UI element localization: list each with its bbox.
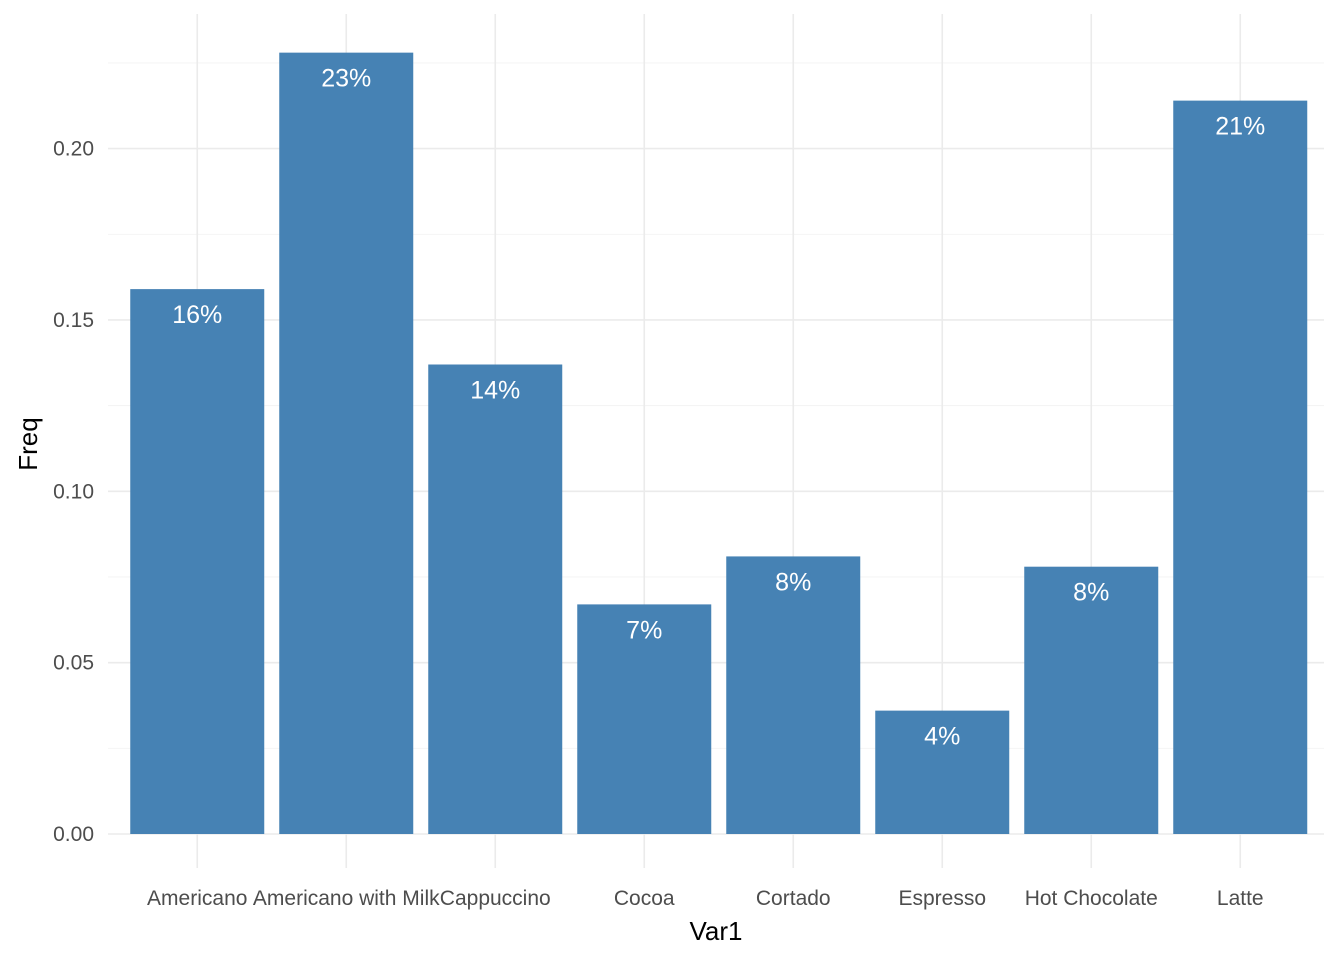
bar-americano	[130, 289, 265, 834]
y-tick-label: 0.20	[53, 138, 94, 161]
x-tick-label: Hot Chocolate	[1025, 887, 1158, 910]
bar-value-label: 14%	[470, 377, 520, 405]
bar-value-label: 4%	[924, 723, 960, 751]
x-tick-labels: Americano Americano with Milk Cappuccino Co…	[147, 887, 1264, 910]
x-tick-label: Cocoa	[614, 887, 675, 910]
y-tick-label: 0.00	[53, 823, 94, 846]
x-tick-label: Cortado	[756, 887, 831, 910]
bar-espresso	[875, 710, 1010, 834]
bar-value-label: 8%	[1073, 579, 1109, 607]
y-axis-title: Freq	[13, 417, 43, 470]
bar-value-label: 16%	[172, 301, 222, 329]
bar-cocoa	[577, 604, 712, 834]
x-tick-label: Espresso	[898, 887, 986, 910]
y-tick-label: 0.10	[53, 480, 94, 503]
bars	[130, 52, 1308, 835]
bar-americano-with-milk	[279, 52, 414, 835]
bar-latte	[1173, 100, 1308, 834]
bar-value-label: 21%	[1215, 113, 1265, 141]
bar-cortado	[726, 556, 861, 834]
x-axis-title: Var1	[690, 916, 743, 946]
bar-value-label: 7%	[626, 616, 662, 644]
data-labels: 16% 23% 14% 7% 8% 4% 8% 21%	[172, 65, 1265, 751]
bar-cappuccino	[428, 364, 563, 834]
y-tick-label: 0.15	[53, 309, 94, 332]
bar-value-label: 23%	[321, 65, 371, 93]
x-tick-label: Americano	[147, 887, 247, 910]
bar-hot-chocolate	[1024, 566, 1159, 834]
x-tick-label: Latte	[1217, 887, 1264, 910]
bar-value-label: 8%	[775, 568, 811, 596]
x-tick-label: Cappuccino	[440, 887, 551, 910]
y-tick-labels: 0.00 0.05 0.10 0.15 0.20	[53, 138, 94, 846]
y-tick-label: 0.05	[53, 652, 94, 675]
x-tick-label: Americano with Milk	[253, 887, 440, 910]
